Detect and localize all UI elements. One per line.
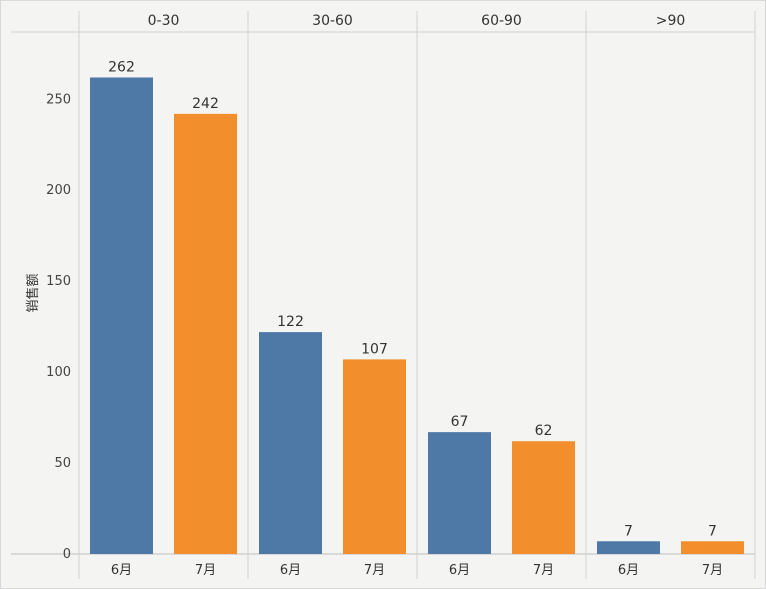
bar xyxy=(174,113,237,555)
data-label: 262 xyxy=(108,59,135,75)
panel-label: >90 xyxy=(656,13,686,29)
x-tick-label: 6月 xyxy=(280,563,301,578)
bar xyxy=(597,541,660,554)
bar xyxy=(343,359,406,554)
data-label: 7 xyxy=(624,523,633,539)
data-label: 62 xyxy=(535,423,553,439)
y-axis-title: 销售额 xyxy=(25,273,41,312)
bar xyxy=(90,77,153,554)
bar xyxy=(512,441,575,554)
bar xyxy=(259,332,322,554)
data-label: 122 xyxy=(277,314,304,330)
y-tick-label: 50 xyxy=(54,456,71,471)
y-tick-label: 0 xyxy=(63,547,71,562)
x-tick-label: 6月 xyxy=(111,563,132,578)
x-tick-label: 6月 xyxy=(449,563,470,578)
data-label: 242 xyxy=(192,96,219,112)
x-tick-label: 7月 xyxy=(533,563,554,578)
x-tick-label: 6月 xyxy=(618,563,639,578)
data-label: 107 xyxy=(361,341,388,357)
x-tick-label: 7月 xyxy=(195,563,216,578)
y-tick-label: 250 xyxy=(46,92,71,107)
y-tick-label: 200 xyxy=(46,183,71,198)
y-tick-label: 150 xyxy=(46,274,71,289)
data-label: 7 xyxy=(708,523,717,539)
bar xyxy=(428,432,491,554)
y-tick-label: 100 xyxy=(46,365,71,380)
data-label: 67 xyxy=(451,414,469,430)
x-tick-label: 7月 xyxy=(702,563,723,578)
bar xyxy=(681,541,744,554)
panel-label: 30-60 xyxy=(312,13,353,29)
panel-label: 0-30 xyxy=(148,13,180,29)
panel-label: 60-90 xyxy=(481,13,522,29)
x-tick-label: 7月 xyxy=(364,563,385,578)
